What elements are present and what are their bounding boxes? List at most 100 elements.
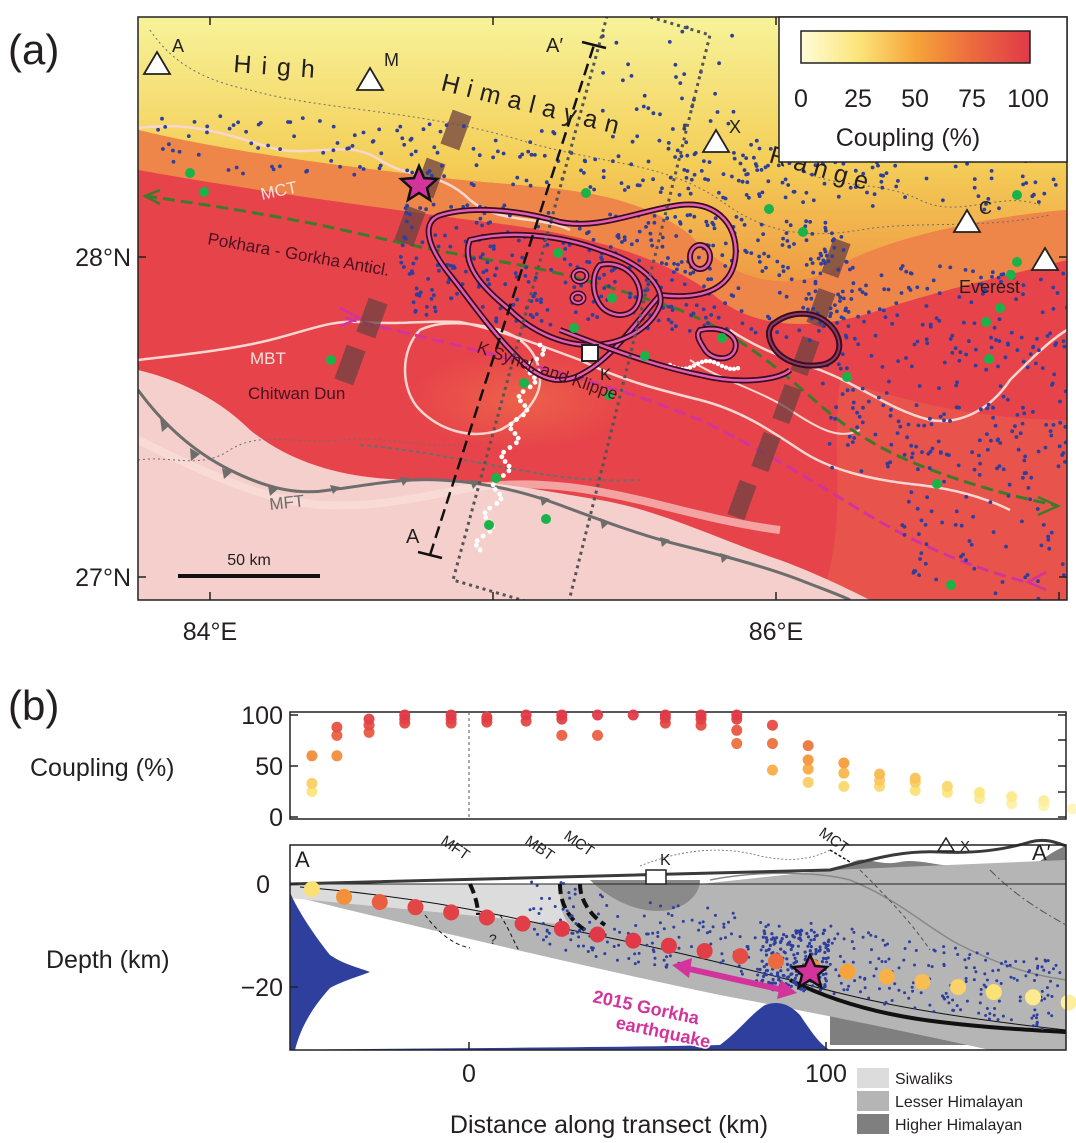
seismic-event	[851, 388, 855, 392]
seismic-event	[781, 236, 785, 241]
seismic-event	[835, 309, 839, 314]
seismic-event	[1006, 397, 1010, 402]
white-point	[521, 412, 526, 418]
section-seismic-event	[846, 988, 849, 992]
seismic-event	[843, 333, 848, 338]
seismic-event	[851, 406, 855, 410]
section-seismic-event	[1001, 1014, 1005, 1018]
seismic-event	[899, 291, 904, 295]
section-seismic-event	[796, 930, 800, 934]
seismic-event	[917, 532, 921, 536]
seismic-event	[937, 386, 941, 390]
seismic-event	[786, 265, 790, 270]
section-seismic-event	[658, 921, 662, 925]
seismic-event	[595, 315, 599, 319]
section-seismic-event	[1035, 973, 1039, 977]
section-seismic-event	[778, 940, 783, 945]
section-seismic-event	[1058, 971, 1062, 975]
seismic-event	[430, 288, 434, 292]
seismic-event	[678, 220, 682, 224]
section-seismic-event	[955, 1004, 959, 1008]
seismic-event	[513, 271, 518, 275]
seismic-event	[953, 346, 958, 350]
section-seismic-event	[914, 949, 918, 952]
seismic-event	[270, 164, 274, 169]
section-seismic-event	[762, 971, 767, 976]
section-seismic-event	[798, 932, 803, 937]
seismic-event	[606, 284, 611, 288]
section-seismic-event	[809, 928, 814, 932]
coupling-point	[306, 777, 318, 789]
seismic-event	[1048, 331, 1053, 336]
white-point	[499, 454, 505, 460]
white-point	[501, 449, 506, 455]
coupling-ytick-50: 50	[255, 753, 283, 781]
seismic-event	[807, 292, 811, 296]
section-seismic-event	[578, 928, 582, 932]
section-seismic-event	[822, 941, 826, 946]
section-seismic-event	[878, 987, 881, 991]
coupling-point	[399, 709, 411, 721]
gps-station	[764, 204, 774, 214]
seismic-event	[853, 336, 857, 341]
seismic-event	[840, 352, 845, 357]
seismic-event	[916, 467, 920, 472]
seismic-event	[652, 220, 657, 225]
section-seismic-event	[637, 951, 641, 955]
seismic-event	[749, 142, 753, 147]
section-seismic-event	[645, 943, 649, 947]
seismic-event	[813, 163, 818, 168]
seismic-event	[928, 416, 932, 421]
section-seismic-event	[677, 946, 681, 950]
section-seismic-event	[913, 963, 916, 967]
seismic-event	[628, 291, 632, 296]
section-seismic-event	[897, 966, 901, 970]
seismic-event	[781, 264, 785, 269]
seismic-event	[1055, 291, 1060, 295]
decollement-node	[625, 932, 642, 949]
decollement-node	[303, 881, 320, 898]
seismic-event	[358, 165, 362, 169]
section-seismic-event	[737, 964, 741, 968]
section-seismic-event	[826, 947, 830, 952]
seismic-event	[742, 223, 747, 227]
seismic-event	[984, 202, 988, 206]
seismic-event	[865, 190, 869, 195]
seismic-event	[858, 287, 862, 292]
seismic-event	[271, 167, 276, 172]
section-seismic-event	[870, 948, 873, 952]
seismic-event	[411, 300, 416, 305]
section-seismic-event	[867, 931, 870, 935]
seismic-event	[845, 366, 849, 371]
section-seismic-event	[1031, 1024, 1035, 1028]
section-seismic-event	[722, 925, 726, 929]
seismic-event	[717, 190, 721, 195]
seismic-event	[1009, 330, 1014, 335]
coupling-point	[802, 740, 814, 752]
seismic-event	[950, 333, 955, 338]
seismic-event	[1053, 343, 1057, 347]
seismic-event	[740, 179, 745, 184]
topography-line	[289, 838, 1067, 886]
xtick-100: 100	[805, 1060, 847, 1088]
section-seismic-event	[823, 983, 827, 987]
seismic-event	[991, 530, 996, 534]
seismic-event	[1063, 460, 1067, 464]
section-seismic-event	[1044, 959, 1048, 963]
section-seismic-event	[763, 931, 767, 936]
seismic-event	[601, 71, 605, 75]
section-seismic-event	[719, 961, 723, 965]
seismic-event	[1047, 546, 1052, 551]
seismic-event	[826, 259, 831, 264]
seismic-event	[629, 242, 634, 247]
seismic-event	[1021, 359, 1026, 364]
section-seismic-event	[956, 953, 960, 956]
section-seismic-event	[781, 973, 785, 978]
section-seismic-event	[930, 965, 934, 969]
section-seismic-event	[1050, 995, 1054, 998]
seismic-event	[824, 228, 828, 233]
seismic-event	[882, 287, 887, 292]
seismic-event	[923, 523, 928, 527]
seismic-event	[971, 514, 975, 519]
section-seismic-event	[570, 914, 574, 918]
